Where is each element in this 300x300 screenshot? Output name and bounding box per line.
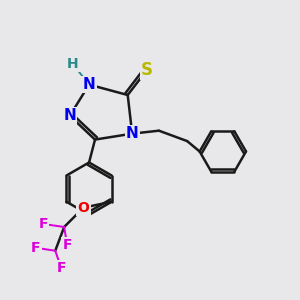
Text: N: N	[63, 108, 76, 123]
Text: F: F	[31, 241, 41, 255]
Text: O: O	[77, 201, 89, 215]
Text: F: F	[39, 217, 48, 231]
Text: F: F	[62, 238, 72, 252]
Text: S: S	[141, 61, 153, 79]
Text: N: N	[126, 126, 139, 141]
Text: N: N	[83, 77, 95, 92]
Text: F: F	[56, 261, 66, 275]
Text: H: H	[67, 57, 79, 71]
